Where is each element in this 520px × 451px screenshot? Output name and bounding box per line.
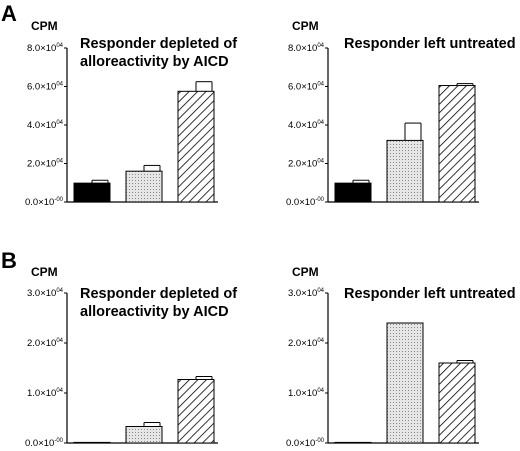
chart-title-line: alloreactivity by AICD — [80, 54, 229, 70]
chart-3: CPM Responder depleted of alloreactivity b… — [25, 265, 237, 449]
bar-solid-black — [73, 182, 111, 203]
bar-dotted-gray — [125, 426, 163, 444]
chart-1: CPM Responder depleted of alloreactivity b… — [25, 19, 237, 208]
charts: CPM Responder depleted of alloreactivity b… — [25, 19, 516, 449]
chart-title-line: alloreactivity by AICD — [80, 304, 229, 320]
y-tick-label: 3.0×1004 — [27, 288, 64, 299]
y-tick-label: 0.0×10-00 — [25, 438, 64, 449]
y-tick-label: 0.0×10-00 — [286, 438, 325, 449]
y-tick-label: 3.0×1004 — [288, 288, 325, 299]
chart-2: CPM Responder left untreated 0.0×10-00 2.0×… — [286, 19, 516, 208]
y-axis-label: CPM — [292, 265, 319, 279]
bar-solid-black — [334, 441, 372, 444]
y-tick-label: 1.0×1004 — [288, 388, 325, 399]
y-tick-label: 2.0×1004 — [27, 338, 64, 349]
y-tick-label: 2.0×1004 — [288, 159, 325, 170]
chart-title-line: Responder left untreated — [344, 286, 516, 302]
chart-title-line: Responder depleted of — [80, 286, 237, 302]
bar-solid-black — [334, 182, 372, 203]
bar-hatched — [177, 379, 215, 444]
y-tick-label: 1.0×1004 — [27, 388, 64, 399]
bar-dotted-gray — [386, 322, 424, 444]
bar-dotted-gray — [386, 139, 424, 203]
panel-letter-a: A — [1, 1, 17, 26]
panel-letter-b: B — [1, 248, 17, 273]
y-tick-label: 8.0×1004 — [288, 43, 325, 54]
y-tick-label: 2.0×1004 — [27, 159, 64, 170]
y-tick-label: 4.0×1004 — [27, 120, 64, 131]
y-axis-label: CPM — [31, 19, 58, 33]
y-tick-label: 2.0×1004 — [288, 338, 325, 349]
bar-hatched — [438, 362, 476, 444]
bar-dotted-gray — [125, 170, 163, 203]
chart-title-line: Responder left untreated — [344, 36, 516, 52]
y-tick-label: 8.0×1004 — [27, 43, 64, 54]
y-tick-label: 4.0×1004 — [288, 120, 325, 131]
y-axis-label: CPM — [31, 265, 58, 279]
bar-solid-black — [73, 441, 111, 444]
chart-title-line: Responder depleted of — [80, 36, 237, 52]
chart-4: CPM Responder left untreated 0.0×10-00 1.0×… — [286, 265, 516, 449]
bar-hatched — [177, 90, 215, 203]
y-tick-label: 6.0×1004 — [27, 82, 64, 93]
y-tick-label: 0.0×10-00 — [286, 197, 325, 208]
y-tick-label: 0.0×10-00 — [25, 197, 64, 208]
y-tick-label: 6.0×1004 — [288, 82, 325, 93]
y-axis-label: CPM — [292, 19, 319, 33]
bar-hatched — [438, 85, 476, 203]
